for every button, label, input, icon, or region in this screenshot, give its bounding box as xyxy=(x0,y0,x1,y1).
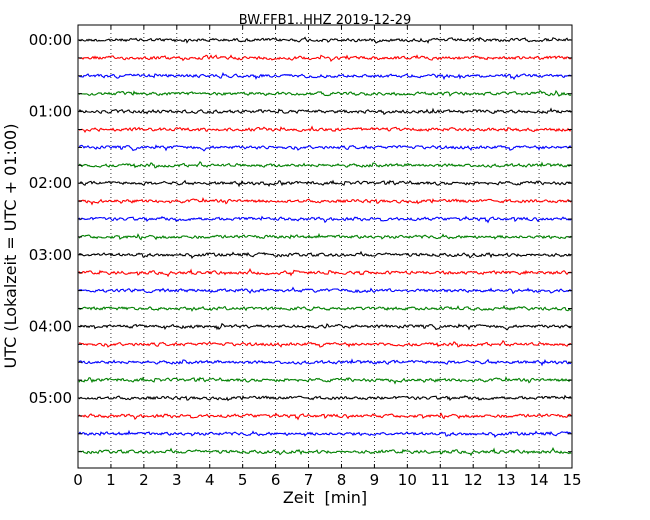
trace-15 xyxy=(78,286,572,295)
trace-3 xyxy=(78,72,572,81)
trace-7 xyxy=(78,144,572,152)
x-tick-label-5: 5 xyxy=(238,471,248,489)
x-tick-label-1: 1 xyxy=(106,471,116,489)
trace-4 xyxy=(78,89,572,97)
x-axis-label: Zeit [min] xyxy=(283,488,367,507)
x-tick-label-8: 8 xyxy=(337,471,347,489)
trace-19 xyxy=(78,358,572,367)
trace-21 xyxy=(78,394,572,402)
x-tick-label-0: 0 xyxy=(73,471,83,489)
x-tick-label-10: 10 xyxy=(398,471,417,489)
x-tick-label-9: 9 xyxy=(370,471,380,489)
trace-22 xyxy=(78,412,572,421)
x-tick-label-3: 3 xyxy=(172,471,182,489)
trace-10 xyxy=(78,197,572,206)
trace-9 xyxy=(78,179,572,188)
y-axis-label: UTC (Lokalzeit = UTC + 01:00) xyxy=(1,124,20,369)
trace-2 xyxy=(78,54,572,62)
x-tick-label-6: 6 xyxy=(271,471,281,489)
trace-16 xyxy=(78,304,572,312)
trace-24 xyxy=(78,446,572,457)
trace-12 xyxy=(78,232,572,241)
trace-5 xyxy=(78,107,572,115)
trace-1 xyxy=(78,36,572,44)
x-tick-label-15: 15 xyxy=(562,471,581,489)
x-tick-label-4: 4 xyxy=(205,471,215,489)
trace-6 xyxy=(78,125,572,133)
y-tick-label-0: 00:00 xyxy=(29,31,72,49)
trace-18 xyxy=(78,340,572,348)
y-tick-label-4: 04:00 xyxy=(29,317,72,335)
y-tick-label-1: 01:00 xyxy=(29,103,72,121)
vertical-grid xyxy=(110,25,540,468)
x-tick-label-11: 11 xyxy=(431,471,450,489)
chart-title: BW.FFB1..HHZ 2019-12-29 xyxy=(239,13,412,28)
x-tick-label-13: 13 xyxy=(497,471,516,489)
trace-23 xyxy=(78,429,572,438)
trace-13 xyxy=(78,250,572,259)
y-tick-label-5: 05:00 xyxy=(29,389,72,407)
y-tick-label-2: 02:00 xyxy=(29,174,72,192)
trace-17 xyxy=(78,322,572,331)
x-tick-label-7: 7 xyxy=(304,471,314,489)
y-axis-ticks: 00:00 01:00 02:00 03:00 04:00 05:00 xyxy=(29,31,572,453)
x-tick-label-14: 14 xyxy=(530,471,549,489)
x-tick-label-2: 2 xyxy=(139,471,149,489)
trace-20 xyxy=(78,376,572,385)
trace-14 xyxy=(78,267,572,278)
seismogram-traces xyxy=(78,36,572,457)
plot-frame xyxy=(77,24,573,469)
trace-8 xyxy=(78,161,572,169)
y-tick-label-3: 03:00 xyxy=(29,246,72,264)
x-axis-ticks: 0 1 2 3 4 5 6 7 8 9 10 11 12 13 14 15 xyxy=(73,25,582,489)
trace-11 xyxy=(78,215,572,224)
x-tick-label-12: 12 xyxy=(464,471,483,489)
